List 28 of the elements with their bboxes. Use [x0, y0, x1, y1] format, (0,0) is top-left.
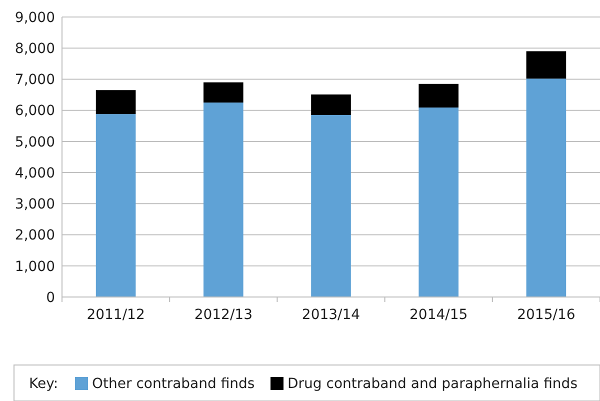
bar: [311, 94, 351, 115]
bar: [203, 82, 244, 103]
y-tick-label: 8,000: [14, 41, 55, 58]
x-tick-label: 2011/12: [86, 307, 145, 323]
x-tick-label: 2014/15: [410, 307, 468, 323]
y-tick-label: 2,000: [14, 228, 55, 244]
y-tick-label: 6,000: [14, 103, 55, 120]
y-tick-label: 7,000: [14, 72, 55, 88]
bar: [96, 90, 136, 114]
bar: [418, 84, 459, 108]
bar: [526, 78, 566, 297]
bar: [526, 51, 566, 79]
x-tick-label: 2015/16: [517, 307, 576, 323]
legend-label: Drug contraband and paraphernalia finds: [288, 376, 578, 392]
x-tick-label: 2013/14: [302, 307, 360, 323]
bar: [203, 102, 244, 297]
y-tick-label: 3,000: [14, 196, 55, 213]
legend-label: Other contraband finds: [92, 376, 255, 392]
y-tick-label: 9,000: [14, 10, 55, 26]
x-tick-label: 2012/13: [194, 307, 252, 323]
bar: [418, 108, 459, 297]
y-tick-label: 4,000: [14, 165, 55, 182]
y-tick-label: 5,000: [14, 134, 55, 150]
y-tick-label: 1,000: [14, 258, 55, 275]
y-tick-label: 0: [46, 290, 55, 306]
bar: [311, 115, 351, 297]
legend-title: Key:: [29, 376, 58, 392]
bar: [96, 114, 136, 297]
